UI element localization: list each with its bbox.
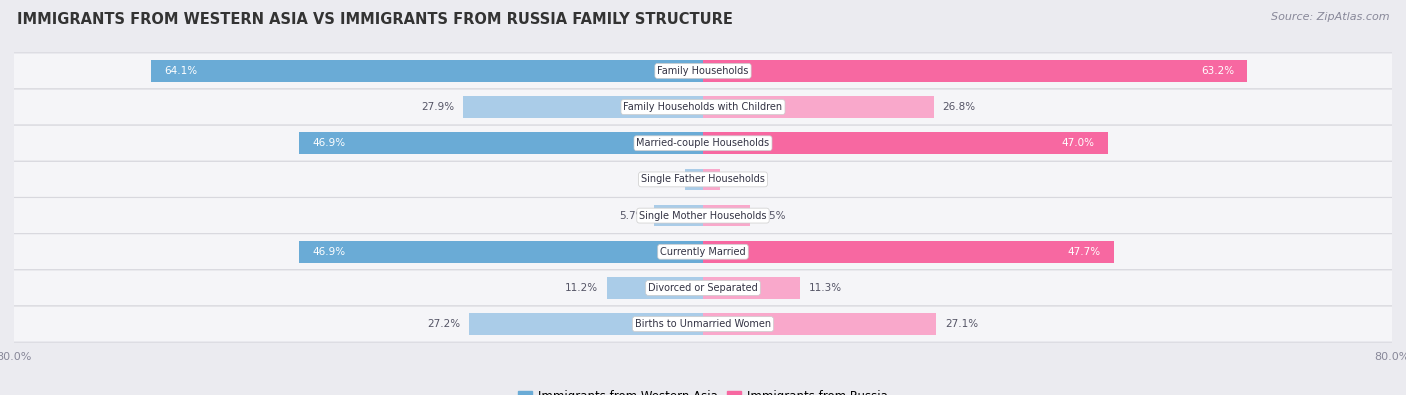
Text: 63.2%: 63.2% <box>1201 66 1234 76</box>
Text: 5.5%: 5.5% <box>759 211 786 220</box>
Text: Births to Unmarried Women: Births to Unmarried Women <box>636 319 770 329</box>
Bar <box>703 277 800 299</box>
FancyBboxPatch shape <box>0 306 1406 342</box>
Bar <box>299 132 703 154</box>
Text: 47.7%: 47.7% <box>1067 247 1101 257</box>
Text: Source: ZipAtlas.com: Source: ZipAtlas.com <box>1271 12 1389 22</box>
Text: 26.8%: 26.8% <box>942 102 976 112</box>
Text: Single Father Households: Single Father Households <box>641 175 765 184</box>
Bar <box>703 169 720 190</box>
Text: 27.1%: 27.1% <box>945 319 979 329</box>
Bar <box>606 277 703 299</box>
Text: 46.9%: 46.9% <box>312 247 344 257</box>
Text: 27.9%: 27.9% <box>420 102 454 112</box>
Text: 5.7%: 5.7% <box>619 211 645 220</box>
Bar <box>703 205 751 226</box>
Text: 2.0%: 2.0% <box>728 175 755 184</box>
Bar <box>463 96 703 118</box>
Bar <box>654 205 703 226</box>
Bar <box>703 132 1108 154</box>
Text: Married-couple Households: Married-couple Households <box>637 138 769 148</box>
Text: 27.2%: 27.2% <box>427 319 460 329</box>
Bar <box>703 60 1247 82</box>
FancyBboxPatch shape <box>0 125 1406 161</box>
Text: Divorced or Separated: Divorced or Separated <box>648 283 758 293</box>
FancyBboxPatch shape <box>0 198 1406 234</box>
Text: 11.2%: 11.2% <box>565 283 598 293</box>
Legend: Immigrants from Western Asia, Immigrants from Russia: Immigrants from Western Asia, Immigrants… <box>513 385 893 395</box>
Bar <box>150 60 703 82</box>
FancyBboxPatch shape <box>0 53 1406 89</box>
Bar <box>703 96 934 118</box>
Text: 47.0%: 47.0% <box>1062 138 1095 148</box>
FancyBboxPatch shape <box>0 234 1406 270</box>
Text: IMMIGRANTS FROM WESTERN ASIA VS IMMIGRANTS FROM RUSSIA FAMILY STRUCTURE: IMMIGRANTS FROM WESTERN ASIA VS IMMIGRAN… <box>17 12 733 27</box>
FancyBboxPatch shape <box>0 161 1406 198</box>
Bar <box>468 313 703 335</box>
FancyBboxPatch shape <box>0 89 1406 125</box>
Text: Currently Married: Currently Married <box>661 247 745 257</box>
Bar <box>703 241 1114 263</box>
Bar <box>299 241 703 263</box>
Text: Family Households: Family Households <box>658 66 748 76</box>
Bar <box>685 169 703 190</box>
Text: 46.9%: 46.9% <box>312 138 344 148</box>
Text: 11.3%: 11.3% <box>808 283 842 293</box>
Text: Single Mother Households: Single Mother Households <box>640 211 766 220</box>
FancyBboxPatch shape <box>0 270 1406 306</box>
Text: 64.1%: 64.1% <box>165 66 197 76</box>
Bar <box>703 313 936 335</box>
Text: Family Households with Children: Family Households with Children <box>623 102 783 112</box>
Text: 2.1%: 2.1% <box>650 175 676 184</box>
